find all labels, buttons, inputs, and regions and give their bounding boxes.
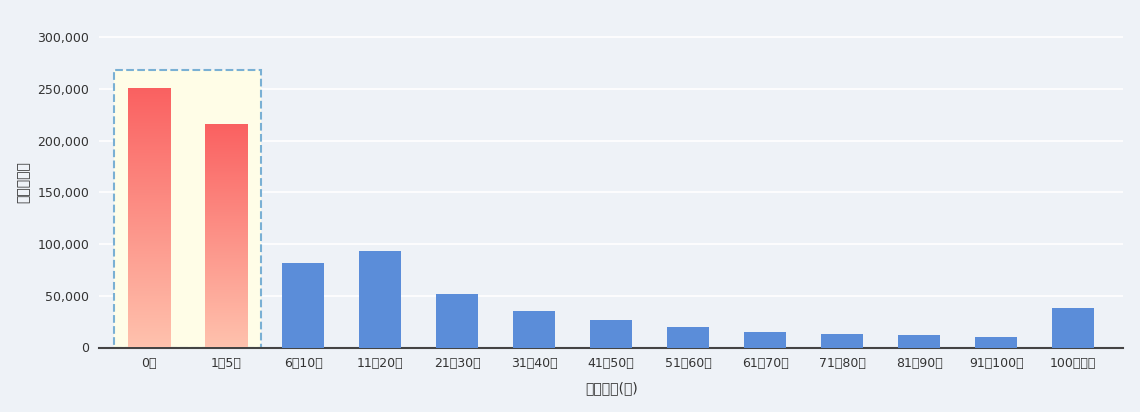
Bar [359, 251, 401, 347]
Bar [591, 320, 633, 347]
Bar [1052, 308, 1094, 347]
Bar [975, 337, 1018, 347]
Y-axis label: タイトル数: タイトル数 [17, 161, 31, 203]
Bar [437, 294, 479, 347]
Bar [821, 334, 863, 347]
X-axis label: 貸出回数(回): 貸出回数(回) [585, 382, 637, 396]
Bar [513, 311, 555, 347]
Bar [128, 89, 170, 347]
Bar [667, 327, 709, 347]
FancyBboxPatch shape [114, 70, 261, 347]
Bar [744, 332, 787, 347]
Bar [898, 335, 940, 347]
Bar [205, 125, 247, 347]
Bar [282, 263, 325, 347]
